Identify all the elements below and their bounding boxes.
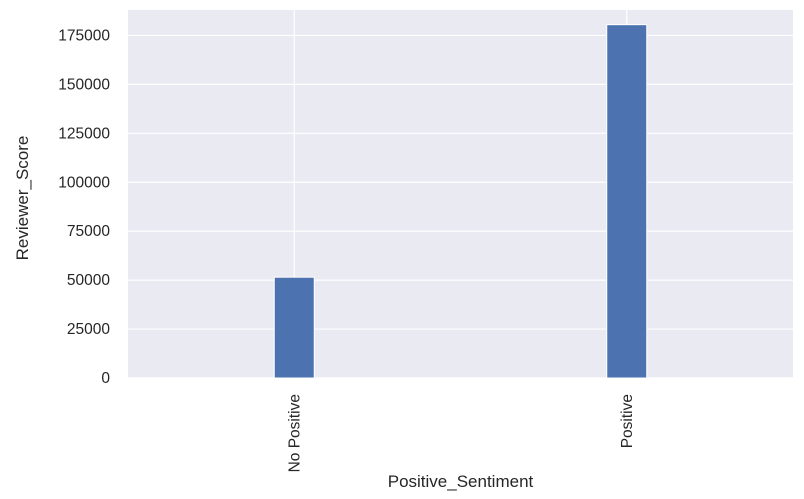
plot-area bbox=[128, 10, 793, 378]
y-axis-label: Reviewer_Score bbox=[13, 136, 32, 261]
x-tick-label: No Positive bbox=[286, 394, 303, 472]
x-tick-label: Positive bbox=[619, 394, 636, 448]
y-tick-label: 75000 bbox=[67, 223, 110, 240]
bar bbox=[273, 276, 315, 379]
y-tick-label: 0 bbox=[101, 370, 110, 387]
y-tick-label: 100000 bbox=[58, 174, 110, 191]
x-axis-label: Positive_Sentiment bbox=[388, 472, 534, 491]
y-tick-label: 125000 bbox=[58, 125, 110, 142]
y-tick-label: 25000 bbox=[67, 321, 110, 338]
x-axis-ticks: No Positive Positive bbox=[286, 394, 636, 472]
bar bbox=[606, 24, 648, 379]
y-tick-label: 50000 bbox=[67, 272, 110, 289]
y-tick-label: 175000 bbox=[58, 27, 110, 44]
y-tick-label: 150000 bbox=[58, 76, 110, 93]
bars bbox=[273, 24, 648, 379]
y-axis-ticks: 0 25000 50000 75000 100000 125000 150000 175000 bbox=[58, 27, 110, 387]
